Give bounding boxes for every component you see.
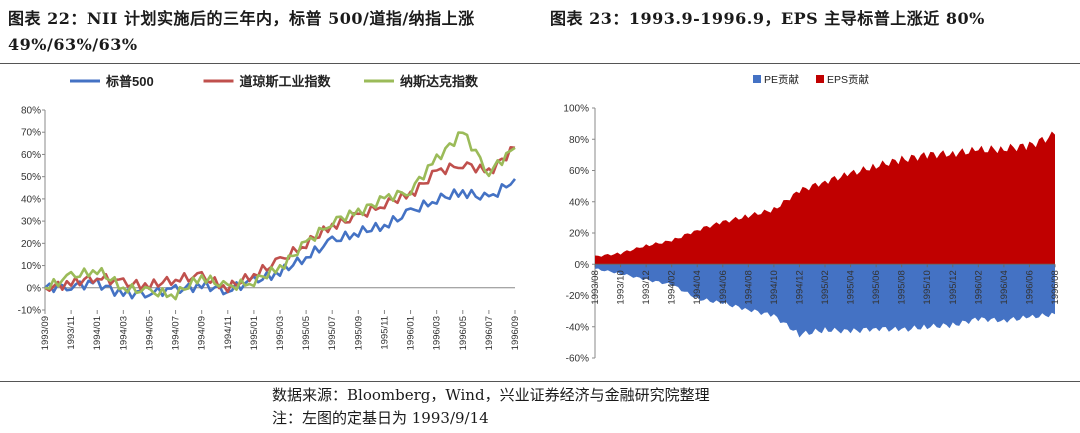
x-tick-label: 1996/06 bbox=[1024, 270, 1035, 304]
y-tick-label: 60% bbox=[21, 150, 41, 161]
legend-label-1: PE贡献 bbox=[764, 73, 800, 86]
x-tick-label: 1993/12 bbox=[641, 270, 652, 304]
x-tick-label: 1996/03 bbox=[432, 316, 443, 350]
series-line-1 bbox=[44, 178, 517, 300]
x-tick-label: 1995/10 bbox=[922, 270, 933, 304]
series-line-2 bbox=[44, 146, 516, 294]
y-tick-label: 20% bbox=[569, 229, 589, 240]
x-tick-label: 1994/02 bbox=[667, 270, 678, 304]
x-tick-label: 1995/03 bbox=[275, 316, 286, 350]
y-tick-label: -10% bbox=[18, 306, 41, 317]
x-tick-label: 1993/09 bbox=[40, 316, 51, 350]
y-tick-label: 50% bbox=[21, 172, 41, 183]
x-tick-label: 1995/08 bbox=[897, 270, 908, 304]
area-series-2 bbox=[595, 131, 1055, 265]
y-tick-label: 60% bbox=[569, 166, 589, 177]
left-chart-title: 图表 22：NII 计划实施后的三年内，标普 500/道指/纳指上涨 49%/6… bbox=[8, 9, 475, 54]
legend-label-1: 标普500 bbox=[105, 74, 154, 89]
y-tick-label: 40% bbox=[21, 194, 41, 205]
x-tick-label: 1994/11 bbox=[223, 316, 234, 350]
x-tick-label: 1995/12 bbox=[948, 270, 959, 304]
x-tick-label: 1996/04 bbox=[999, 270, 1010, 304]
legend-swatch-1 bbox=[753, 75, 761, 83]
x-tick-label: 1996/09 bbox=[510, 316, 521, 350]
y-tick-label: -60% bbox=[566, 354, 589, 365]
x-tick-label: 1994/03 bbox=[118, 316, 129, 350]
x-tick-label: 1993/11 bbox=[66, 316, 77, 350]
x-tick-label: 1995/07 bbox=[327, 316, 338, 350]
x-tick-label: 1994/04 bbox=[692, 270, 703, 304]
base-date-note: 注：左图的定基日为 1993/9/14 bbox=[272, 409, 489, 427]
x-tick-label: 1995/02 bbox=[820, 270, 831, 304]
area-series-1 bbox=[595, 264, 1055, 338]
x-tick-label: 1995/11 bbox=[379, 316, 390, 350]
legend-label-2: EPS贡献 bbox=[827, 73, 870, 86]
x-tick-label: 1994/09 bbox=[197, 316, 208, 350]
legend-label-2: 道琼斯工业指数 bbox=[240, 74, 332, 89]
x-tick-label: 1994/06 bbox=[718, 270, 729, 304]
y-tick-label: 20% bbox=[21, 239, 41, 250]
y-tick-label: 10% bbox=[21, 261, 41, 272]
index-performance-line-chart: -10% 0% 10% 20% 30% 40% 50% 60% 70% 80% 1993/09 199… bbox=[18, 74, 521, 350]
x-tick-label: 1996/01 bbox=[406, 316, 417, 350]
x-tick-label: 1996/07 bbox=[484, 316, 495, 350]
x-tick-label: 1996/02 bbox=[973, 270, 984, 304]
x-tick-label: 1995/05 bbox=[301, 316, 312, 350]
y-tick-label: 0% bbox=[575, 260, 590, 271]
eps-pe-contribution-area-chart: -60% -40% -20% 0% 20% 40% 60% 80% 100% 1993/08 199… bbox=[563, 73, 1061, 365]
x-tick-label: 1996/05 bbox=[458, 316, 469, 350]
x-tick-label: 1994/01 bbox=[92, 316, 103, 350]
x-tick-label: 1995/06 bbox=[871, 270, 882, 304]
y-tick-label: 30% bbox=[21, 217, 41, 228]
legend-label-3: 纳斯达克指数 bbox=[400, 74, 479, 89]
y-tick-label: 0% bbox=[27, 283, 42, 294]
x-tick-label: 1993/10 bbox=[616, 270, 627, 304]
x-tick-label: 1994/05 bbox=[144, 316, 155, 350]
y-tick-label: 80% bbox=[21, 106, 41, 117]
y-tick-label: 70% bbox=[21, 128, 41, 139]
x-tick-label: 1994/08 bbox=[743, 270, 754, 304]
y-tick-label: 80% bbox=[569, 135, 589, 146]
x-tick-label: 1996/08 bbox=[1050, 270, 1061, 304]
x-tick-label: 1994/12 bbox=[794, 270, 805, 304]
x-tick-label: 1995/01 bbox=[249, 316, 260, 350]
top-divider bbox=[0, 63, 1080, 64]
x-tick-label: 1995/04 bbox=[846, 270, 857, 304]
source-note: 数据来源：Bloomberg，Wind，兴业证券经济与金融研究院整理 bbox=[272, 386, 710, 404]
x-tick-label: 1994/07 bbox=[171, 316, 182, 350]
y-tick-label: 40% bbox=[569, 197, 589, 208]
x-tick-label: 1995/09 bbox=[353, 316, 364, 350]
y-tick-label: 100% bbox=[563, 104, 589, 115]
x-tick-label: 1994/10 bbox=[769, 270, 780, 304]
series-line-3 bbox=[44, 131, 516, 301]
y-tick-label: -40% bbox=[566, 322, 589, 333]
y-tick-label: -20% bbox=[566, 291, 589, 302]
right-chart-title: 图表 23：1993.9-1996.9，EPS 主导标普上涨近 80% bbox=[550, 9, 985, 28]
bottom-divider bbox=[0, 381, 1080, 382]
x-tick-label: 1993/08 bbox=[590, 270, 601, 304]
legend-swatch-2 bbox=[816, 75, 824, 83]
